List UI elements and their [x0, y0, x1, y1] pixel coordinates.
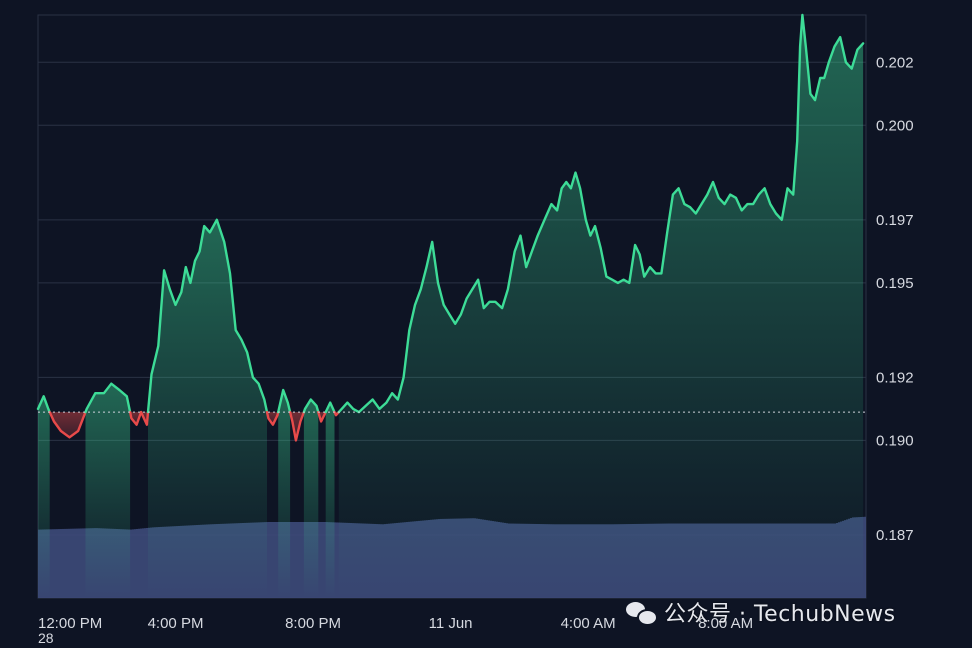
- wechat-icon: [626, 600, 658, 626]
- price-line: [36, 13, 865, 442]
- volume-bar: [268, 522, 270, 598]
- volume-bar: [322, 522, 324, 598]
- volume-bar: [296, 522, 298, 598]
- x-tick-label: 8:00 PM: [285, 615, 341, 632]
- volume-bar: [60, 529, 62, 598]
- area-up: [303, 399, 319, 598]
- line-segment-up: [146, 218, 269, 414]
- x-tick-label: 4:00 AM: [561, 615, 616, 632]
- line-segment-down: [48, 410, 87, 439]
- volume-bar: [292, 522, 294, 598]
- volume-bar: [270, 522, 272, 598]
- area-up: [148, 219, 267, 599]
- y-tick-label: 0.202: [876, 54, 914, 71]
- y-tick-label: 0.200: [876, 117, 914, 134]
- volume-bar: [72, 528, 74, 598]
- volume-bar: [134, 529, 136, 598]
- volume-bar: [54, 529, 56, 598]
- x-axis-ticks: 12:00 PM 4:00 PM 8:00 PM 11 Jun 4:00 AM 8:00 …: [38, 615, 753, 632]
- volume-bar: [298, 522, 300, 598]
- volume-bar: [66, 528, 68, 598]
- y-tick-label: 0.192: [876, 369, 914, 386]
- volume-bar: [864, 516, 866, 598]
- y-tick-label: 0.197: [876, 212, 914, 229]
- area-up: [85, 383, 131, 598]
- price-area-fill: [38, 15, 864, 599]
- watermark: 公众号 · TechubNews: [626, 596, 896, 628]
- line-segment-up: [302, 398, 320, 414]
- volume-bar: [144, 528, 146, 598]
- volume-bar: [136, 528, 138, 598]
- x-tick-label: 8:00 AM: [698, 615, 753, 632]
- volume-bar: [334, 522, 336, 598]
- line-segment-down: [128, 410, 143, 426]
- x-tick-label: 12:00 PM: [38, 615, 102, 632]
- volume-bar: [76, 528, 78, 598]
- volume-bar: [324, 522, 326, 598]
- volume-bar: [70, 528, 72, 598]
- line-segment-up: [36, 395, 51, 414]
- line-segment-down: [265, 410, 280, 426]
- volume-bar: [62, 528, 64, 598]
- area-up: [278, 390, 291, 598]
- volume-bar: [146, 527, 148, 598]
- volume-bar: [58, 529, 60, 598]
- y-tick-label: 0.195: [876, 275, 914, 292]
- volume-bar: [82, 528, 84, 598]
- line-segment-up: [277, 388, 292, 414]
- volume-bar: [294, 522, 296, 598]
- volume-bar: [320, 522, 322, 598]
- volume-bar: [130, 529, 132, 598]
- area-down: [267, 412, 279, 425]
- volume-bar: [336, 522, 338, 598]
- volume-bar: [300, 522, 302, 598]
- volume-bar: [138, 528, 140, 598]
- line-segment-down: [288, 410, 306, 442]
- volume-bar: [274, 522, 276, 598]
- volume-bar: [78, 528, 80, 598]
- volume-bar: [56, 529, 58, 598]
- volume-bar: [84, 528, 86, 598]
- volume-bar: [302, 522, 304, 598]
- watermark-text: 公众号 · TechubNews: [664, 602, 896, 627]
- area-up: [325, 402, 335, 598]
- volume-bar: [142, 528, 144, 598]
- area-down: [130, 412, 142, 425]
- line-segment-up: [84, 382, 132, 414]
- volume-bar: [64, 528, 66, 598]
- volume-bar: [318, 522, 320, 598]
- line-segment-down: [333, 410, 340, 417]
- volume-bar: [74, 528, 76, 598]
- volume-bar: [50, 529, 52, 598]
- volume-bar: [52, 529, 54, 598]
- volume-bar: [80, 528, 82, 598]
- line-segment-down: [139, 410, 150, 426]
- volume-bar: [132, 529, 134, 598]
- cutoff-label: 28: [38, 630, 54, 646]
- line-segment-down: [317, 410, 327, 423]
- line-segment-up: [324, 401, 336, 414]
- volume-bar: [140, 528, 142, 598]
- volume-bar: [290, 522, 292, 598]
- area-up: [38, 396, 50, 598]
- volume-bar: [276, 522, 278, 598]
- x-tick-label: 4:00 PM: [148, 615, 204, 632]
- area-up: [338, 15, 864, 598]
- line-segment-up: [337, 13, 865, 414]
- y-tick-label: 0.187: [876, 527, 914, 544]
- y-axis-ticks: 0.202 0.200 0.197 0.195 0.192 0.190 0.187: [876, 54, 914, 544]
- y-tick-label: 0.190: [876, 432, 914, 449]
- x-tick-label: 11 Jun: [429, 615, 473, 632]
- volume-bar: [68, 528, 70, 598]
- volume-bar: [272, 522, 274, 598]
